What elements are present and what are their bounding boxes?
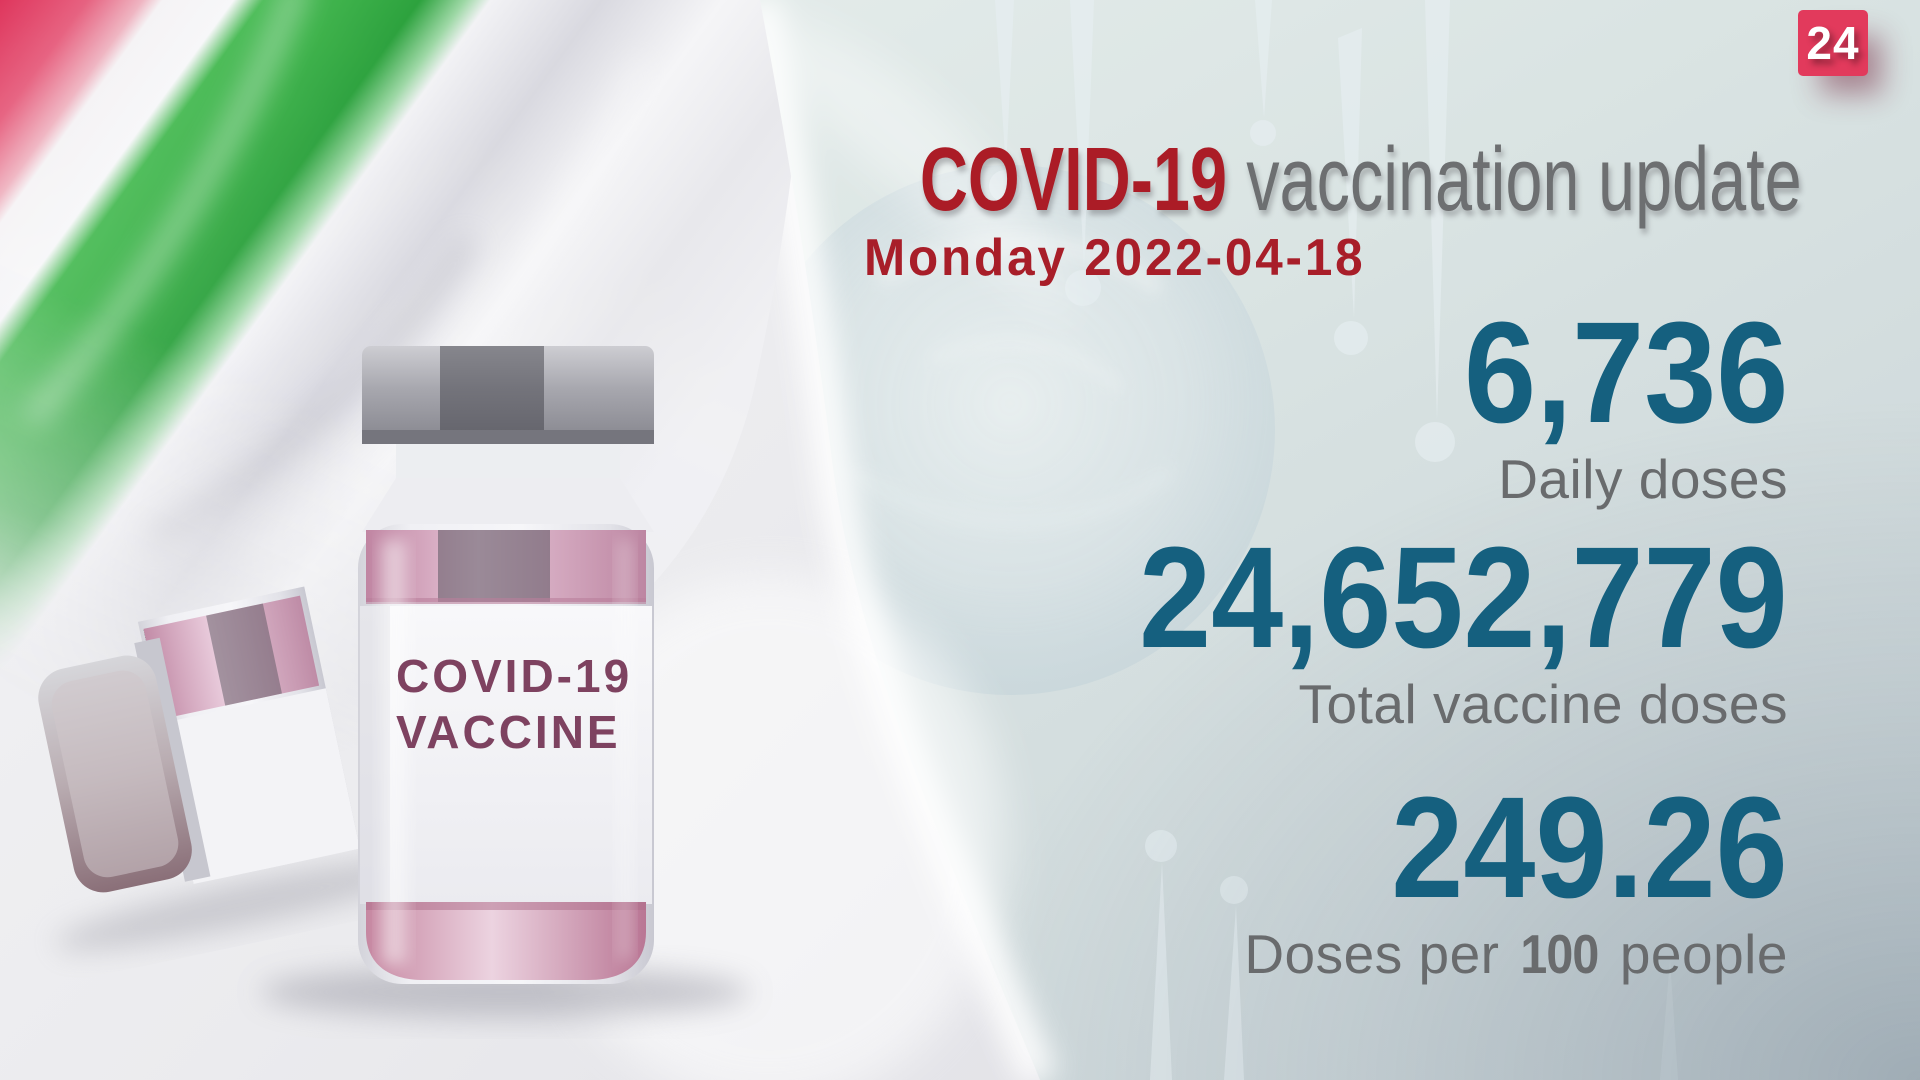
stat-daily-doses: 6,736 Daily doses xyxy=(1428,301,1788,510)
stat-doses-per-100: 249.26 Doses per 100 people xyxy=(1244,776,1788,985)
stat-total-doses-value: 24,652,779 xyxy=(1139,517,1788,678)
vial-label-line2: VACCINE xyxy=(396,706,621,758)
channel-24-badge: 24 xyxy=(1798,10,1868,76)
vial-lying xyxy=(38,586,427,950)
vial-label-line1: COVID-19 xyxy=(396,650,632,702)
date-label: Monday 2022-04-18 xyxy=(864,229,1366,287)
title-rest: vaccination update xyxy=(1246,130,1802,230)
stat-daily-doses-label: Daily doses xyxy=(1498,448,1788,510)
channel-24-label: 24 xyxy=(1806,17,1860,69)
corner-shade xyxy=(960,400,1920,1080)
stat-daily-doses-value: 6,736 xyxy=(1463,292,1788,453)
page-title: COVID-19 vaccination update xyxy=(920,135,1802,225)
title-covid19: COVID-19 xyxy=(920,130,1228,230)
stat-total-doses: 24,652,779 Total vaccine doses xyxy=(1067,526,1788,735)
stat-label-100: 100 xyxy=(1520,923,1600,985)
vial-standing: COVID-19 VACCINE xyxy=(260,346,750,1018)
stat-total-doses-label: Total vaccine doses xyxy=(1298,673,1788,735)
stat-doses-per-100-label: Doses per 100 people xyxy=(1244,923,1788,985)
stat-doses-per-100-value: 249.26 xyxy=(1391,767,1788,928)
